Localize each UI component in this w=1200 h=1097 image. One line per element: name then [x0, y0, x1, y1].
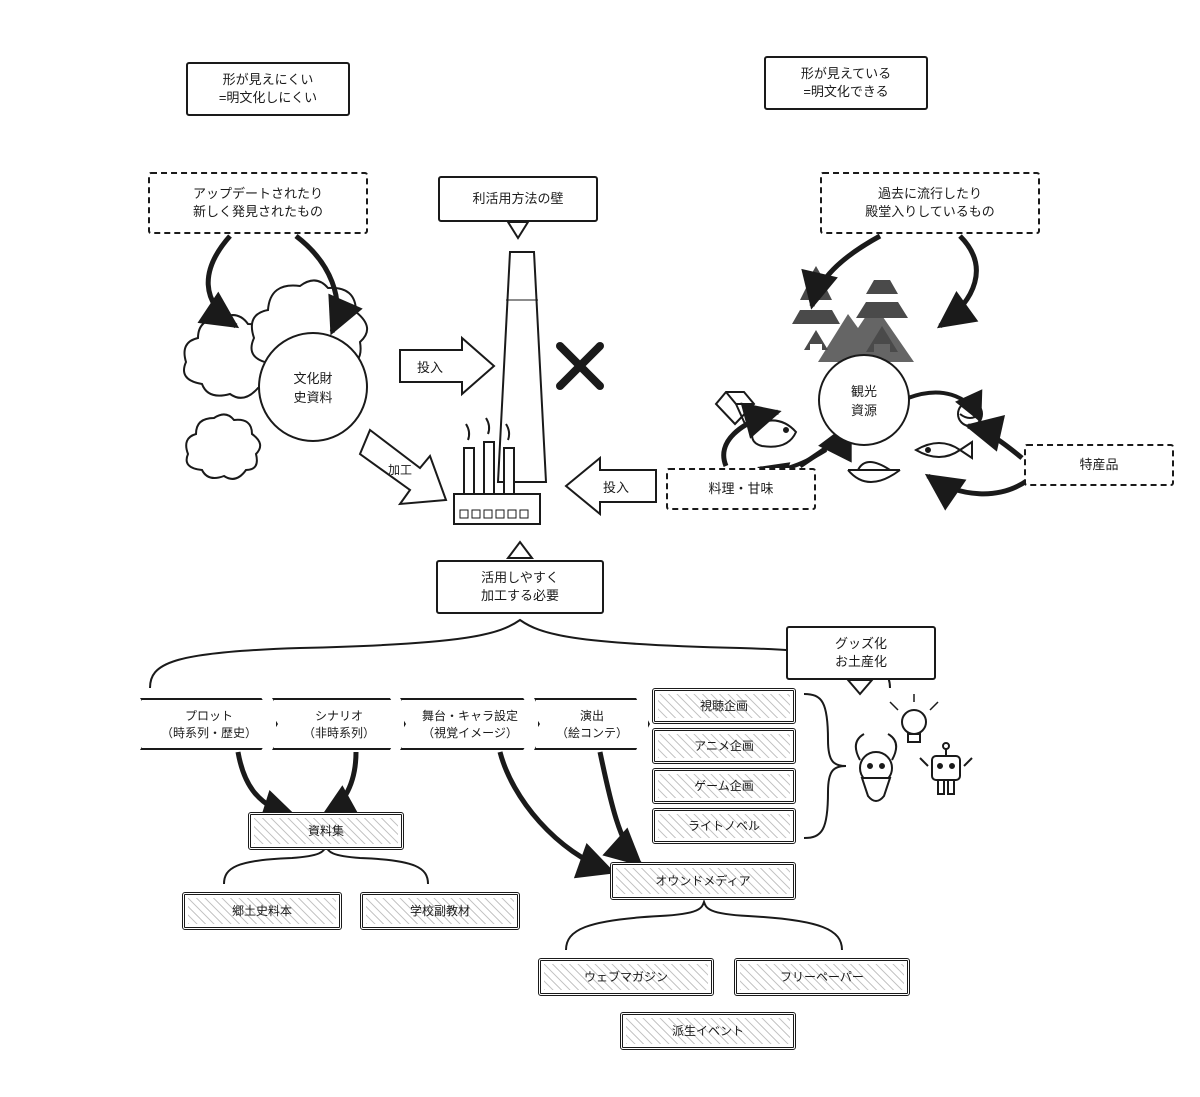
- chevron-1: シナリオ （非時系列）: [272, 698, 406, 750]
- owned-media: オウンドメディア: [610, 862, 796, 900]
- stack-0: 視聴企画: [652, 688, 796, 724]
- wall-pillar: [498, 252, 546, 482]
- dashed-left: アップデートされたり 新しく発見されたもの: [148, 172, 368, 234]
- chevron-0: プロット （時系列・歴史）: [140, 698, 278, 750]
- factory-icon: [454, 418, 540, 524]
- freepaper: フリーペーパー: [734, 958, 910, 996]
- event: 派生イベント: [620, 1012, 796, 1050]
- top-right-solid: 形が見えている =明文化できる: [764, 56, 928, 110]
- goods-callout: グッズ化 お土産化: [786, 626, 936, 680]
- t1: 形が見えにくい: [223, 71, 314, 89]
- t2: =明文化できる: [803, 83, 888, 101]
- dashed-right: 過去に流行したり 殿堂入りしているもの: [820, 172, 1040, 234]
- wall-callout: 利活用方法の壁: [438, 176, 598, 222]
- shiryoshu: 資料集: [248, 812, 404, 850]
- culture-circle: 文化財 史資料: [258, 332, 368, 442]
- diagram-stage: 投入 加工 投入: [0, 0, 1200, 1097]
- diagram-svg: 投入 加工 投入: [0, 0, 1200, 1097]
- chevron-3: 演出 （絵コンテ）: [534, 698, 650, 750]
- stack-2: ゲーム企画: [652, 768, 796, 804]
- mascots: [856, 694, 972, 801]
- input-arrow-left: 投入: [400, 338, 494, 394]
- svg-text:投入: 投入: [603, 480, 629, 495]
- svg-text:投入: 投入: [417, 360, 443, 375]
- stack-1: アニメ企画: [652, 728, 796, 764]
- tourism-circle: 観光 資源: [818, 354, 910, 446]
- t1: 形が見えている: [801, 65, 891, 83]
- need-process: 活用しやすく 加工する必要: [436, 560, 604, 614]
- dashed-cuisine: 料理・甘味: [666, 468, 816, 510]
- dashed-special: 特産品: [1024, 444, 1174, 486]
- stack-3: ライトノベル: [652, 808, 796, 844]
- input-arrow-right: 投入: [566, 458, 656, 514]
- blocked-x: [560, 346, 600, 386]
- gakko: 学校副教材: [360, 892, 520, 930]
- process-arrow: 加工: [360, 430, 446, 504]
- landmark-silhouettes: [792, 266, 914, 362]
- t2: =明文化しにくい: [219, 89, 317, 107]
- chevron-2: 舞台・キャラ設定 （視覚イメージ）: [400, 698, 540, 750]
- webmag: ウェブマガジン: [538, 958, 714, 996]
- kyodoshi: 郷土史料本: [182, 892, 342, 930]
- top-left-solid: 形が見えにくい =明文化しにくい: [186, 62, 350, 116]
- svg-text:加工: 加工: [388, 463, 412, 477]
